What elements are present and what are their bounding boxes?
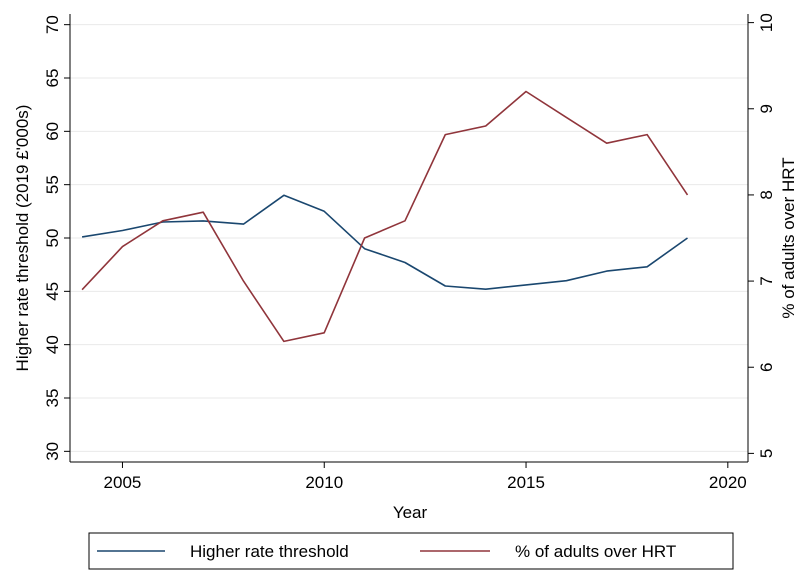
- legend: Higher rate threshold % of adults over H…: [88, 532, 734, 570]
- x-tick-label-2015: 2015: [507, 473, 545, 492]
- y-left-tick-label-55: 55: [43, 175, 62, 194]
- legend-label-higher-rate-threshold: Higher rate threshold: [190, 542, 349, 561]
- y-left-tick-label-70: 70: [43, 15, 62, 34]
- x-tick-label-2020: 2020: [709, 473, 747, 492]
- legend-box: [88, 532, 734, 570]
- y-right-tick-label-10: 10: [757, 13, 776, 32]
- legend-label-adults-over-hrt: % of adults over HRT: [515, 542, 676, 561]
- series-line-0: [81, 194, 688, 291]
- y-left-tick-label-40: 40: [43, 335, 62, 354]
- y-left-tick-label-60: 60: [43, 122, 62, 141]
- y-right-tick-label-8: 8: [757, 190, 776, 199]
- y-left-tick-label-35: 35: [43, 389, 62, 408]
- series-lines: [81, 90, 689, 343]
- y-right-tick-label-9: 9: [757, 104, 776, 113]
- y-right-tick-label-6: 6: [757, 362, 776, 371]
- y-left-tick-label-65: 65: [43, 69, 62, 88]
- series-line-1: [81, 90, 689, 343]
- y-left-tick-label-30: 30: [43, 442, 62, 461]
- y-axis-right-ticks: 5 6 7 8 9 10: [748, 13, 776, 458]
- y-axis-right-label: % of adults over HRT: [779, 157, 798, 318]
- x-axis-ticks: 2005 2010 2015 2020: [104, 462, 747, 492]
- y-left-tick-label-50: 50: [43, 229, 62, 248]
- y-right-tick-label-5: 5: [757, 449, 776, 458]
- gridlines: [70, 24, 748, 452]
- x-tick-label-2010: 2010: [305, 473, 343, 492]
- y-right-tick-label-7: 7: [757, 276, 776, 285]
- y-axis-left-ticks: 30 35 40 45 50 55 60 65 70: [43, 15, 70, 461]
- x-axis-label: Year: [393, 503, 428, 522]
- y-axis-left-label: Higher rate threshold (2019 £'000s): [13, 105, 32, 372]
- x-tick-label-2005: 2005: [104, 473, 142, 492]
- y-left-tick-label-45: 45: [43, 282, 62, 301]
